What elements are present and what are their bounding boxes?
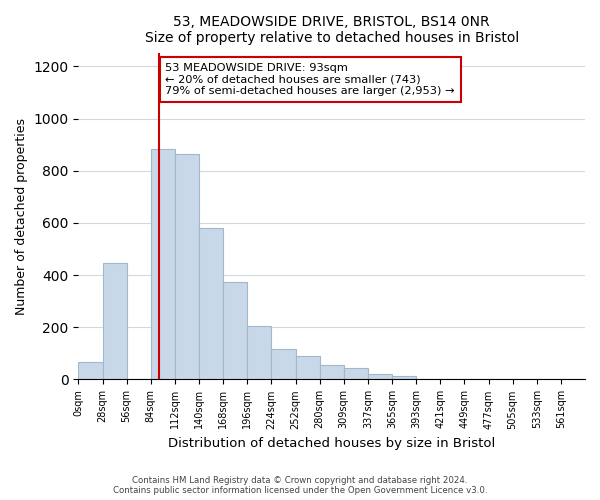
- Text: Contains HM Land Registry data © Crown copyright and database right 2024.
Contai: Contains HM Land Registry data © Crown c…: [113, 476, 487, 495]
- Bar: [320, 364, 344, 380]
- Bar: [344, 368, 368, 380]
- X-axis label: Distribution of detached houses by size in Bristol: Distribution of detached houses by size …: [168, 437, 496, 450]
- Y-axis label: Number of detached properties: Number of detached properties: [15, 118, 28, 315]
- Bar: [392, 376, 416, 380]
- Bar: [223, 282, 247, 380]
- Bar: [247, 326, 271, 380]
- Bar: [103, 264, 127, 380]
- Bar: [151, 148, 175, 380]
- Bar: [199, 228, 223, 380]
- Bar: [271, 350, 296, 380]
- Text: 53 MEADOWSIDE DRIVE: 93sqm
← 20% of detached houses are smaller (743)
79% of sem: 53 MEADOWSIDE DRIVE: 93sqm ← 20% of deta…: [166, 63, 455, 96]
- Title: 53, MEADOWSIDE DRIVE, BRISTOL, BS14 0NR
Size of property relative to detached ho: 53, MEADOWSIDE DRIVE, BRISTOL, BS14 0NR …: [145, 15, 519, 45]
- Bar: [79, 362, 103, 380]
- Bar: [296, 356, 320, 380]
- Bar: [175, 154, 199, 380]
- Bar: [368, 374, 392, 380]
